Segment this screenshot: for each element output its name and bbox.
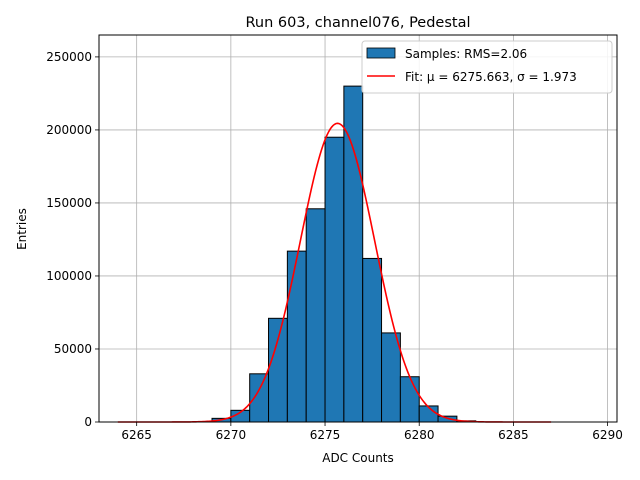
x-axis-ticks: 6265 6270 6275 6280 6285 6290 bbox=[121, 422, 623, 442]
histogram-bar bbox=[268, 317, 288, 423]
histogram-bar bbox=[305, 208, 326, 423]
histogram-bar bbox=[362, 257, 383, 423]
legend-label-samples: Samples: RMS=2.06 bbox=[405, 47, 527, 61]
chart-title: Run 603, channel076, Pedestal bbox=[245, 15, 470, 31]
histogram-bar bbox=[324, 136, 345, 423]
x-tick-label: 6290 bbox=[592, 428, 623, 442]
legend-box bbox=[361, 40, 613, 94]
histogram-bar bbox=[343, 85, 364, 423]
legend: Samples: RMS=2.06 Fit: μ = 6275.663, σ =… bbox=[361, 40, 613, 94]
histogram-bar bbox=[418, 405, 439, 423]
histogram-bar bbox=[286, 250, 307, 423]
legend-swatch-samples bbox=[366, 47, 396, 59]
plot-frame bbox=[98, 34, 618, 423]
y-tick-label: 50000 bbox=[54, 342, 92, 356]
histogram-bar bbox=[249, 373, 270, 423]
y-tick-label: 200000 bbox=[46, 123, 92, 137]
y-tick-label: 0 bbox=[84, 415, 92, 429]
y-tick-label: 250000 bbox=[46, 50, 92, 64]
x-axis-label: ADC Counts bbox=[322, 451, 394, 465]
y-tick-label: 150000 bbox=[46, 196, 92, 210]
x-tick-label: 6280 bbox=[404, 428, 435, 442]
x-tick-label: 6270 bbox=[216, 428, 247, 442]
x-tick-label: 6285 bbox=[498, 428, 529, 442]
histogram-bar bbox=[381, 332, 401, 423]
x-tick-label: 6265 bbox=[121, 428, 152, 442]
y-axis-ticks: 0 50000 100000 150000 200000 250000 bbox=[46, 50, 99, 429]
histogram-bars bbox=[211, 85, 477, 423]
x-tick-label: 6275 bbox=[310, 428, 341, 442]
y-axis-label: Entries bbox=[15, 208, 29, 250]
legend-label-fit: Fit: μ = 6275.663, σ = 1.973 bbox=[405, 70, 577, 84]
histogram-bar bbox=[399, 376, 420, 423]
y-tick-label: 100000 bbox=[46, 269, 92, 283]
